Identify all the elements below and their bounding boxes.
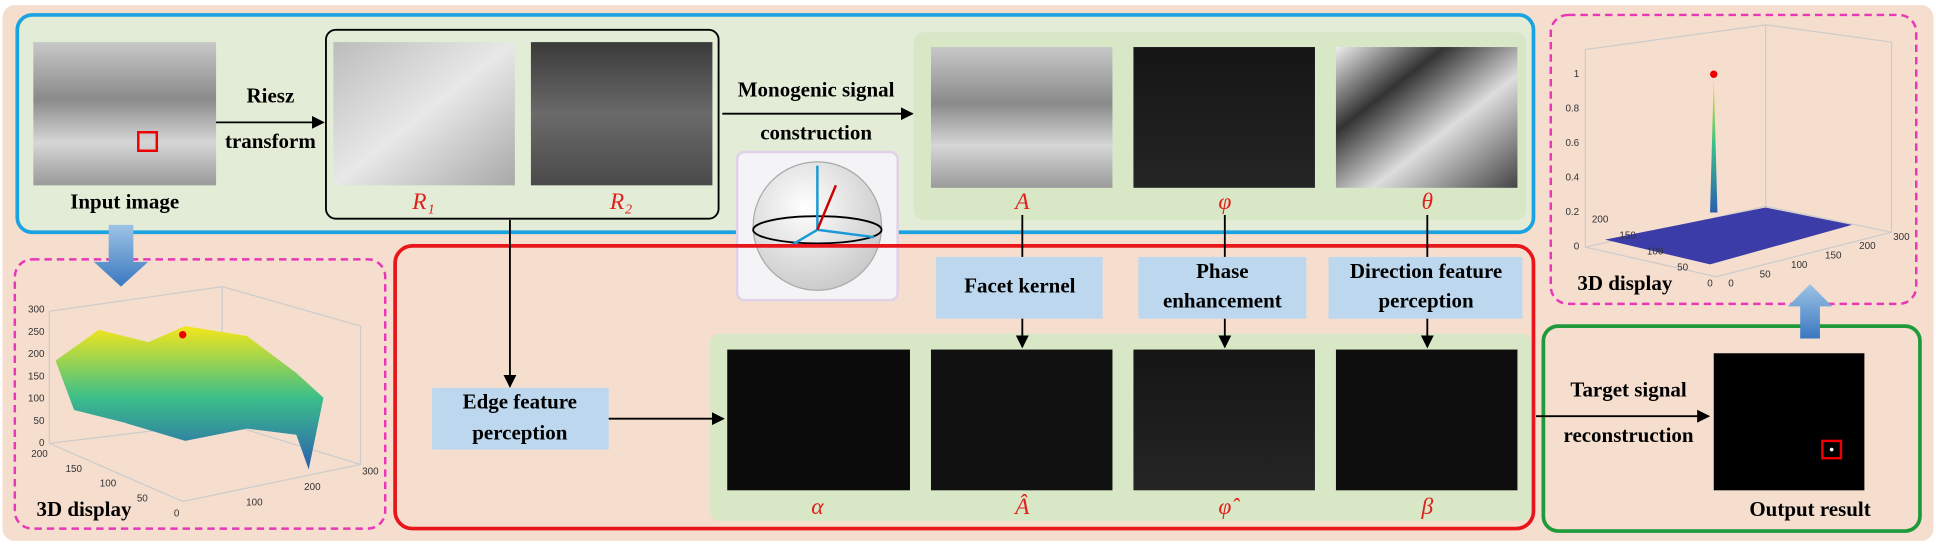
operation-label: Facet kernel [964,274,1075,298]
output-image [1713,353,1865,491]
r1-label: R₁ [411,189,434,215]
tick-label: 150 [66,464,83,475]
target-marker [137,131,159,152]
tick-label: 0 [1707,279,1713,290]
tick-label: 200 [1859,241,1876,252]
tick-label: 50 [1760,269,1771,280]
plot-label: 3D display [1577,271,1672,295]
feature-image [1133,349,1315,491]
riesz-label: Riesz [247,83,295,107]
tick-label: 0.4 [1565,173,1579,184]
amplitude-image [930,47,1113,188]
tick-label: 100 [1647,247,1664,258]
tick-label: 200 [28,349,45,360]
display-box [13,258,387,530]
operation-label: Direction feature [1350,259,1502,283]
tick-label: 150 [1825,251,1842,262]
flow-arrow [93,224,149,287]
tick-label: 300 [1893,232,1910,243]
operation-label: perception [1379,288,1474,312]
tick-label: 50 [1677,263,1688,274]
r1-image [333,42,515,186]
phase-label: φ [1218,189,1231,215]
tick-label: 100 [100,479,117,490]
surface [1605,207,1853,265]
sphere-icon [735,150,899,302]
tick-label: 250 [28,327,45,338]
plot-label: 3D display [36,497,131,521]
input-label: Input image [70,190,179,214]
tick-label: 1 [1574,69,1579,80]
feature-label: β [1420,494,1433,520]
input-image [33,42,217,186]
operation-box [1138,256,1307,319]
tick-label: 200 [31,449,48,460]
tick-label: 300 [28,305,45,316]
riesz-label: transform [225,129,316,153]
feature-label: α [811,494,824,520]
tick-label: 100 [246,497,263,508]
r2-label: R₂ [609,189,632,215]
surface [55,326,324,470]
monogenic-label: Monogenic signal [738,77,895,101]
reconstruction-label: Target signal [1570,377,1686,401]
tick-label: 0 [1574,242,1580,253]
direction-image [1335,47,1518,188]
tick-label: 150 [28,371,45,382]
feature-area [709,333,1532,522]
output-stage [1541,324,1922,533]
tick-label: 50 [33,416,44,427]
operation-label: perception [472,421,567,445]
output-label: Output result [1749,497,1870,521]
reconstruction-label: reconstruction [1564,423,1694,447]
operation-label: enhancement [1163,288,1282,312]
r2-image [530,42,713,186]
tick-label: 0.6 [1565,138,1579,149]
operation-label: Edge feature [463,390,577,414]
display-box [1549,13,1918,306]
tick-label: 0 [39,438,45,449]
tick-label: 0.8 [1565,103,1579,114]
tick-label: 100 [28,394,45,405]
feature-label: Â [1013,494,1030,520]
tick-label: 0 [1728,279,1734,290]
peak [1710,76,1718,213]
operation-box [432,387,609,450]
feature-image [930,349,1113,491]
tick-label: 0 [174,508,180,519]
peak-marker [1710,70,1718,78]
operation-label: Phase [1196,259,1248,283]
direction-label: θ [1422,189,1434,215]
phase-image [1133,47,1315,188]
monogenic-label: construction [760,121,872,145]
feature-image [727,349,910,491]
flow-arrow [1787,284,1833,339]
operation-box [935,256,1103,319]
tick-label: 150 [1619,231,1636,242]
tick-label: 100 [1791,260,1808,271]
target-dot [1829,447,1834,452]
tick-label: 200 [1592,215,1609,226]
feature-image [1335,349,1518,491]
amplitude-label: A [1013,189,1030,215]
tick-label: 50 [137,494,148,505]
tick-label: 200 [304,482,321,493]
peak-marker [179,331,187,339]
tick-label: 300 [362,466,379,477]
operation-box [1328,256,1523,319]
enhancement-stage [393,243,1536,531]
target-marker [1821,439,1843,460]
tick-label: 0.2 [1565,207,1579,218]
